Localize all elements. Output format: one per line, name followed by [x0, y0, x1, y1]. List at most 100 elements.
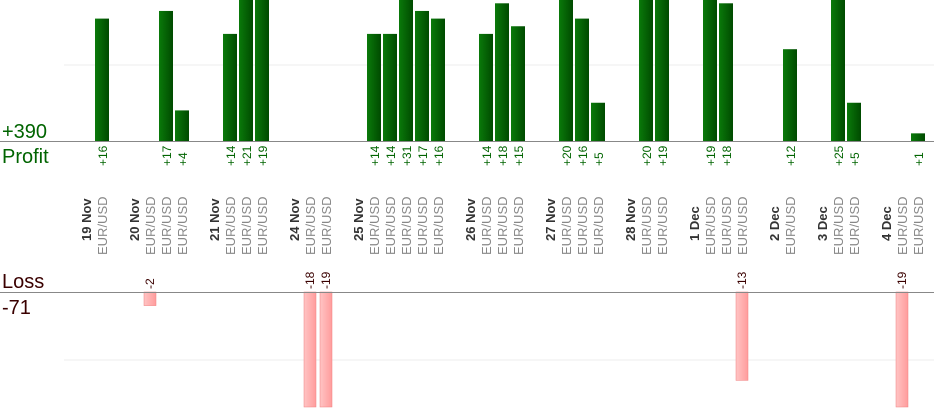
profit-bar	[159, 10, 173, 142]
profit-bar	[847, 102, 861, 141]
profit-value-label: +18	[496, 145, 510, 166]
pair-label: EUR/USD	[895, 196, 910, 255]
date-label: 3 Dec	[815, 206, 830, 241]
profit-value-label: +19	[256, 145, 270, 166]
pair-label: EUR/USD	[511, 196, 526, 255]
profit-value-label: +20	[640, 145, 654, 166]
pair-label: EUR/USD	[431, 196, 446, 255]
profit-value-label: +14	[368, 145, 382, 166]
date-label: 26 Nov	[463, 198, 478, 241]
profit-value-label: +18	[720, 145, 734, 166]
loss-value-label: -18	[303, 271, 317, 289]
pair-label: EUR/USD	[911, 196, 926, 255]
loss-bar	[143, 291, 157, 306]
profit-value-label: +1	[912, 152, 926, 166]
profit-value-label: +16	[96, 145, 110, 166]
profit-value-label: +14	[480, 145, 494, 166]
date-label: 25 Nov	[351, 198, 366, 241]
loss-value-label: -2	[143, 278, 157, 289]
pair-label: EUR/USD	[591, 196, 606, 255]
profit-value-label: +15	[512, 145, 526, 166]
profit-bar	[559, 0, 573, 141]
profit-bar	[383, 33, 397, 141]
profit-value-label: +21	[240, 145, 254, 166]
date-label: 4 Dec	[879, 206, 894, 241]
pair-label: EUR/USD	[95, 196, 110, 255]
profit-value-label: +19	[656, 145, 670, 166]
profit-value-label: +31	[400, 145, 414, 166]
profit-bar	[95, 18, 109, 142]
loss-value-label: -19	[895, 271, 909, 289]
loss-bar	[895, 291, 909, 408]
profit-bar	[639, 0, 653, 141]
profit-value-label: +5	[592, 152, 606, 166]
pair-label: EUR/USD	[239, 196, 254, 255]
pair-label: EUR/USD	[783, 196, 798, 255]
profit-bar	[239, 0, 253, 141]
pair-label: EUR/USD	[639, 196, 654, 255]
pair-label: EUR/USD	[735, 196, 750, 255]
profit-bar	[703, 0, 717, 141]
profit-bar	[591, 102, 605, 141]
profit-bar	[831, 0, 845, 141]
profit-bar	[223, 33, 237, 141]
date-label: 1 Dec	[687, 206, 702, 241]
pair-label: EUR/USD	[143, 196, 158, 255]
loss-total: -71	[2, 297, 31, 319]
pair-label: EUR/USD	[703, 196, 718, 255]
pair-label: EUR/USD	[831, 196, 846, 255]
pair-label: EUR/USD	[159, 196, 174, 255]
profit-bar	[415, 10, 429, 142]
profit-bar	[575, 18, 589, 142]
pair-label: EUR/USD	[367, 196, 382, 255]
profit-value-label: +16	[432, 145, 446, 166]
profit-bar	[479, 33, 493, 141]
loss-value-label: -13	[735, 271, 749, 289]
profit-label: Profit	[2, 146, 49, 168]
pair-label: EUR/USD	[223, 196, 238, 255]
pair-label: EUR/USD	[559, 196, 574, 255]
pair-label: EUR/USD	[319, 196, 334, 255]
profit-bar	[367, 33, 381, 141]
date-label: 24 Nov	[287, 198, 302, 241]
profit-value-label: +16	[576, 145, 590, 166]
profit-value-label: +17	[416, 145, 430, 166]
pair-label: EUR/USD	[383, 196, 398, 255]
profit-bar	[175, 110, 189, 141]
pair-label: EUR/USD	[575, 196, 590, 255]
profit-bar	[655, 0, 669, 141]
pair-label: EUR/USD	[655, 196, 670, 255]
loss-bar	[319, 291, 333, 408]
profit-total: +390	[2, 121, 47, 143]
date-label: 19 Nov	[79, 198, 94, 241]
date-label: 21 Nov	[207, 198, 222, 241]
profit-value-label: +20	[560, 145, 574, 166]
pair-label: EUR/USD	[719, 196, 734, 255]
loss-bar	[735, 291, 749, 381]
profit-value-label: +5	[848, 152, 862, 166]
pair-label: EUR/USD	[175, 196, 190, 255]
profit-bar	[719, 3, 733, 141]
profit-value-label: +14	[224, 145, 238, 166]
pair-label: EUR/USD	[847, 196, 862, 255]
date-label: 2 Dec	[767, 206, 782, 241]
pair-label: EUR/USD	[255, 196, 270, 255]
loss-label: Loss	[2, 271, 44, 293]
pair-label: EUR/USD	[479, 196, 494, 255]
profit-value-label: +17	[160, 145, 174, 166]
pair-label: EUR/USD	[303, 196, 318, 255]
date-label: 28 Nov	[623, 198, 638, 241]
date-label: 27 Nov	[543, 198, 558, 241]
profit-value-label: +25	[832, 145, 846, 166]
date-label: 20 Nov	[127, 198, 142, 241]
profit-bar	[511, 26, 525, 141]
profit-bar	[255, 0, 269, 141]
profit-value-label: +4	[176, 152, 190, 166]
loss-value-label: -19	[319, 271, 333, 289]
profit-value-label: +12	[784, 145, 798, 166]
profit-value-label: +14	[384, 145, 398, 166]
profit-value-label: +19	[704, 145, 718, 166]
profit-bar	[495, 3, 509, 141]
profit-bar	[431, 18, 445, 142]
